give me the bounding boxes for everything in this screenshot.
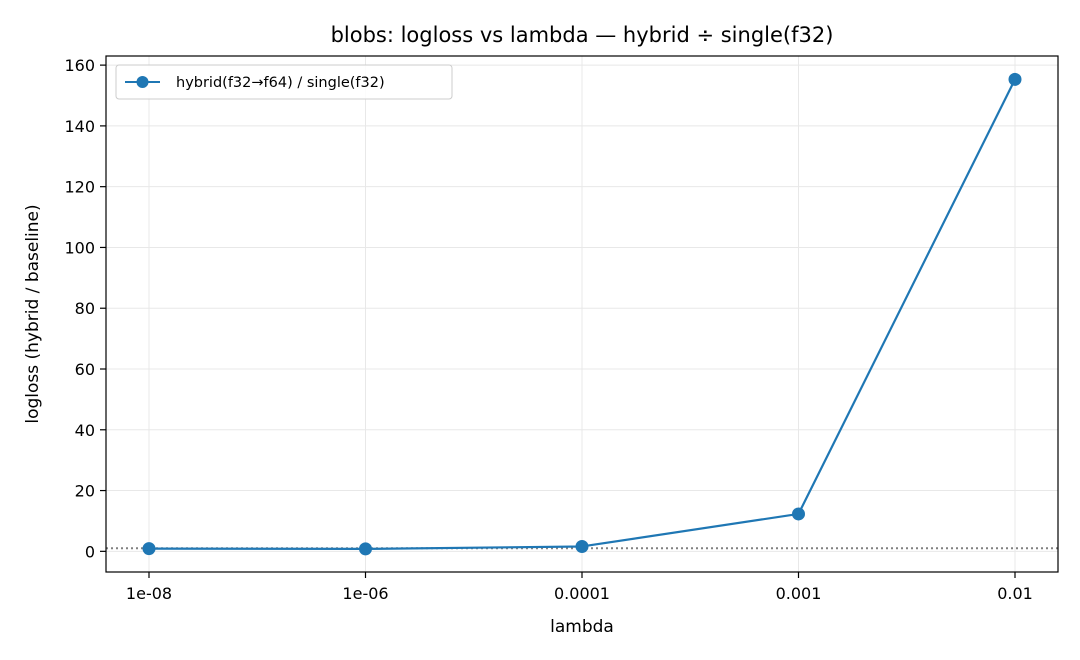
y-axis-label: logloss (hybrid / baseline) bbox=[23, 204, 43, 423]
y-tick-label: 100 bbox=[64, 238, 95, 257]
series-group bbox=[142, 72, 1022, 556]
x-axis-label: lambda bbox=[550, 617, 614, 637]
data-point bbox=[792, 507, 805, 521]
legend-box bbox=[115, 64, 453, 100]
ticks: 1e-08 1e-06 0.0001 0.001 0.01 0 20 40 60 80 100 120… bbox=[64, 56, 1032, 603]
y-tick-label: 120 bbox=[64, 178, 95, 197]
y-tick-label: 80 bbox=[75, 299, 95, 318]
y-tick-label: 60 bbox=[75, 360, 95, 379]
legend: hybrid(f32→f64) / single(f32) bbox=[115, 64, 453, 100]
grid bbox=[106, 56, 1058, 572]
y-tick-label: 0 bbox=[85, 542, 95, 561]
data-point bbox=[575, 539, 589, 553]
data-point bbox=[142, 542, 156, 556]
legend-marker-swatch bbox=[136, 76, 149, 88]
y-tick-label: 160 bbox=[64, 56, 95, 75]
x-tick-label: 0.001 bbox=[776, 584, 822, 603]
data-point bbox=[359, 542, 372, 556]
x-tick-label: 1e-08 bbox=[126, 584, 172, 603]
x-tick-label: 0.01 bbox=[997, 584, 1033, 603]
y-tick-label: 40 bbox=[75, 421, 95, 440]
x-tick-label: 0.0001 bbox=[554, 584, 610, 603]
legend-label: hybrid(f32→f64) / single(f32) bbox=[176, 75, 385, 91]
data-point bbox=[1008, 72, 1022, 86]
y-tick-label: 20 bbox=[75, 482, 95, 501]
x-tick-label: 1e-06 bbox=[342, 584, 388, 603]
chart-title: blobs: logloss vs lambda — hybrid ÷ sing… bbox=[331, 23, 834, 47]
y-tick-label: 140 bbox=[64, 117, 95, 136]
